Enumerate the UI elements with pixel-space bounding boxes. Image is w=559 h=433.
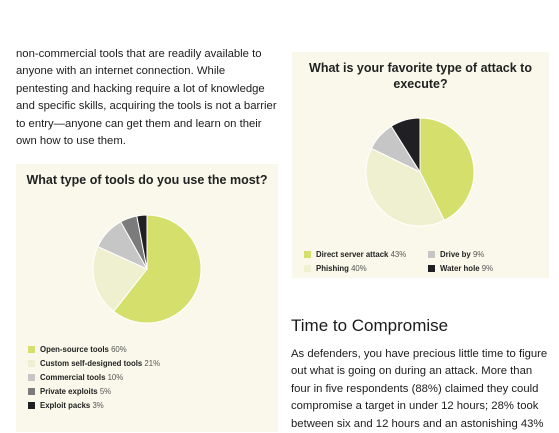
legend-label: Custom self-designed tools — [40, 359, 145, 368]
tools-chart-title: What type of tools do you use the most? — [26, 173, 268, 187]
legend-item-custom-self-designed-tools: Custom self-designed tools 21% — [28, 359, 160, 368]
legend-swatch — [28, 374, 35, 381]
tools-chart-panel: What type of tools do you use the most? … — [16, 164, 278, 432]
section-body: As defenders, you have precious little t… — [291, 348, 548, 430]
pie-slice-direct-server-attack — [419, 117, 475, 221]
tools-chart-legend: Open-source tools 60% Custom self-designe… — [28, 345, 268, 425]
legend-item-commercial-tools: Commercial tools 10% — [28, 373, 123, 382]
legend-label: Drive by — [440, 250, 473, 259]
legend-value: 60% — [111, 345, 127, 354]
legend-value: 40% — [351, 264, 367, 273]
section-heading: Time to Compromise — [291, 316, 449, 335]
legend-value: 21% — [144, 359, 161, 368]
pie-slice-exploit-packs — [136, 214, 148, 270]
attack-chart-panel: What is your favorite type of attack to … — [292, 52, 549, 278]
legend-value: 10% — [107, 373, 124, 382]
legend-item-phishing: Phishing 40% — [304, 264, 367, 273]
pie-slice-open-source-tools — [112, 214, 202, 324]
legend-item-private-exploits: Private exploits 5% — [28, 387, 111, 396]
legend-label: Exploit packs — [40, 401, 93, 410]
legend-item-open-source-tools: Open-source tools 60% — [28, 345, 127, 354]
pie-slice-custom-self-designed-tools — [92, 245, 148, 313]
intro-paragraph: non-commercial tools that are readily av… — [16, 48, 277, 148]
attack-pie-chart — [365, 117, 475, 227]
legend-swatch — [28, 346, 35, 353]
legend-swatch — [28, 388, 35, 395]
legend-label: Direct server attack — [316, 250, 391, 259]
legend-value: 9% — [472, 250, 485, 259]
legend-swatch — [28, 402, 35, 409]
attack-chart-legend: Direct server attack 43% Phishing 40% Driv… — [304, 250, 544, 274]
legend-value: 9% — [481, 264, 494, 273]
legend-swatch — [28, 360, 35, 367]
legend-label: Commercial tools — [40, 373, 108, 382]
legend-item-exploit-packs: Exploit packs 3% — [28, 401, 104, 410]
legend-label: Water hole — [440, 264, 482, 273]
legend-item-drive-by: Drive by 9% — [428, 250, 484, 259]
legend-item-water-hole: Water hole 9% — [428, 264, 493, 273]
legend-value: 43% — [390, 250, 407, 259]
legend-swatch — [304, 265, 311, 272]
legend-swatch — [428, 265, 435, 272]
pie-slice-phishing — [365, 147, 445, 227]
tools-pie-chart — [92, 214, 202, 324]
legend-swatch — [304, 251, 311, 258]
legend-label: Phishing — [316, 264, 352, 273]
legend-value: 5% — [99, 387, 112, 396]
legend-label: Open-source tools — [40, 345, 112, 354]
legend-value: 3% — [92, 401, 104, 410]
legend-swatch — [428, 251, 435, 258]
legend-item-direct-server-attack: Direct server attack 43% — [304, 250, 406, 259]
attack-chart-title: What is your favorite type of attack to … — [309, 61, 532, 91]
pie-slice-water-hole — [390, 117, 421, 174]
legend-label: Private exploits — [40, 387, 100, 396]
